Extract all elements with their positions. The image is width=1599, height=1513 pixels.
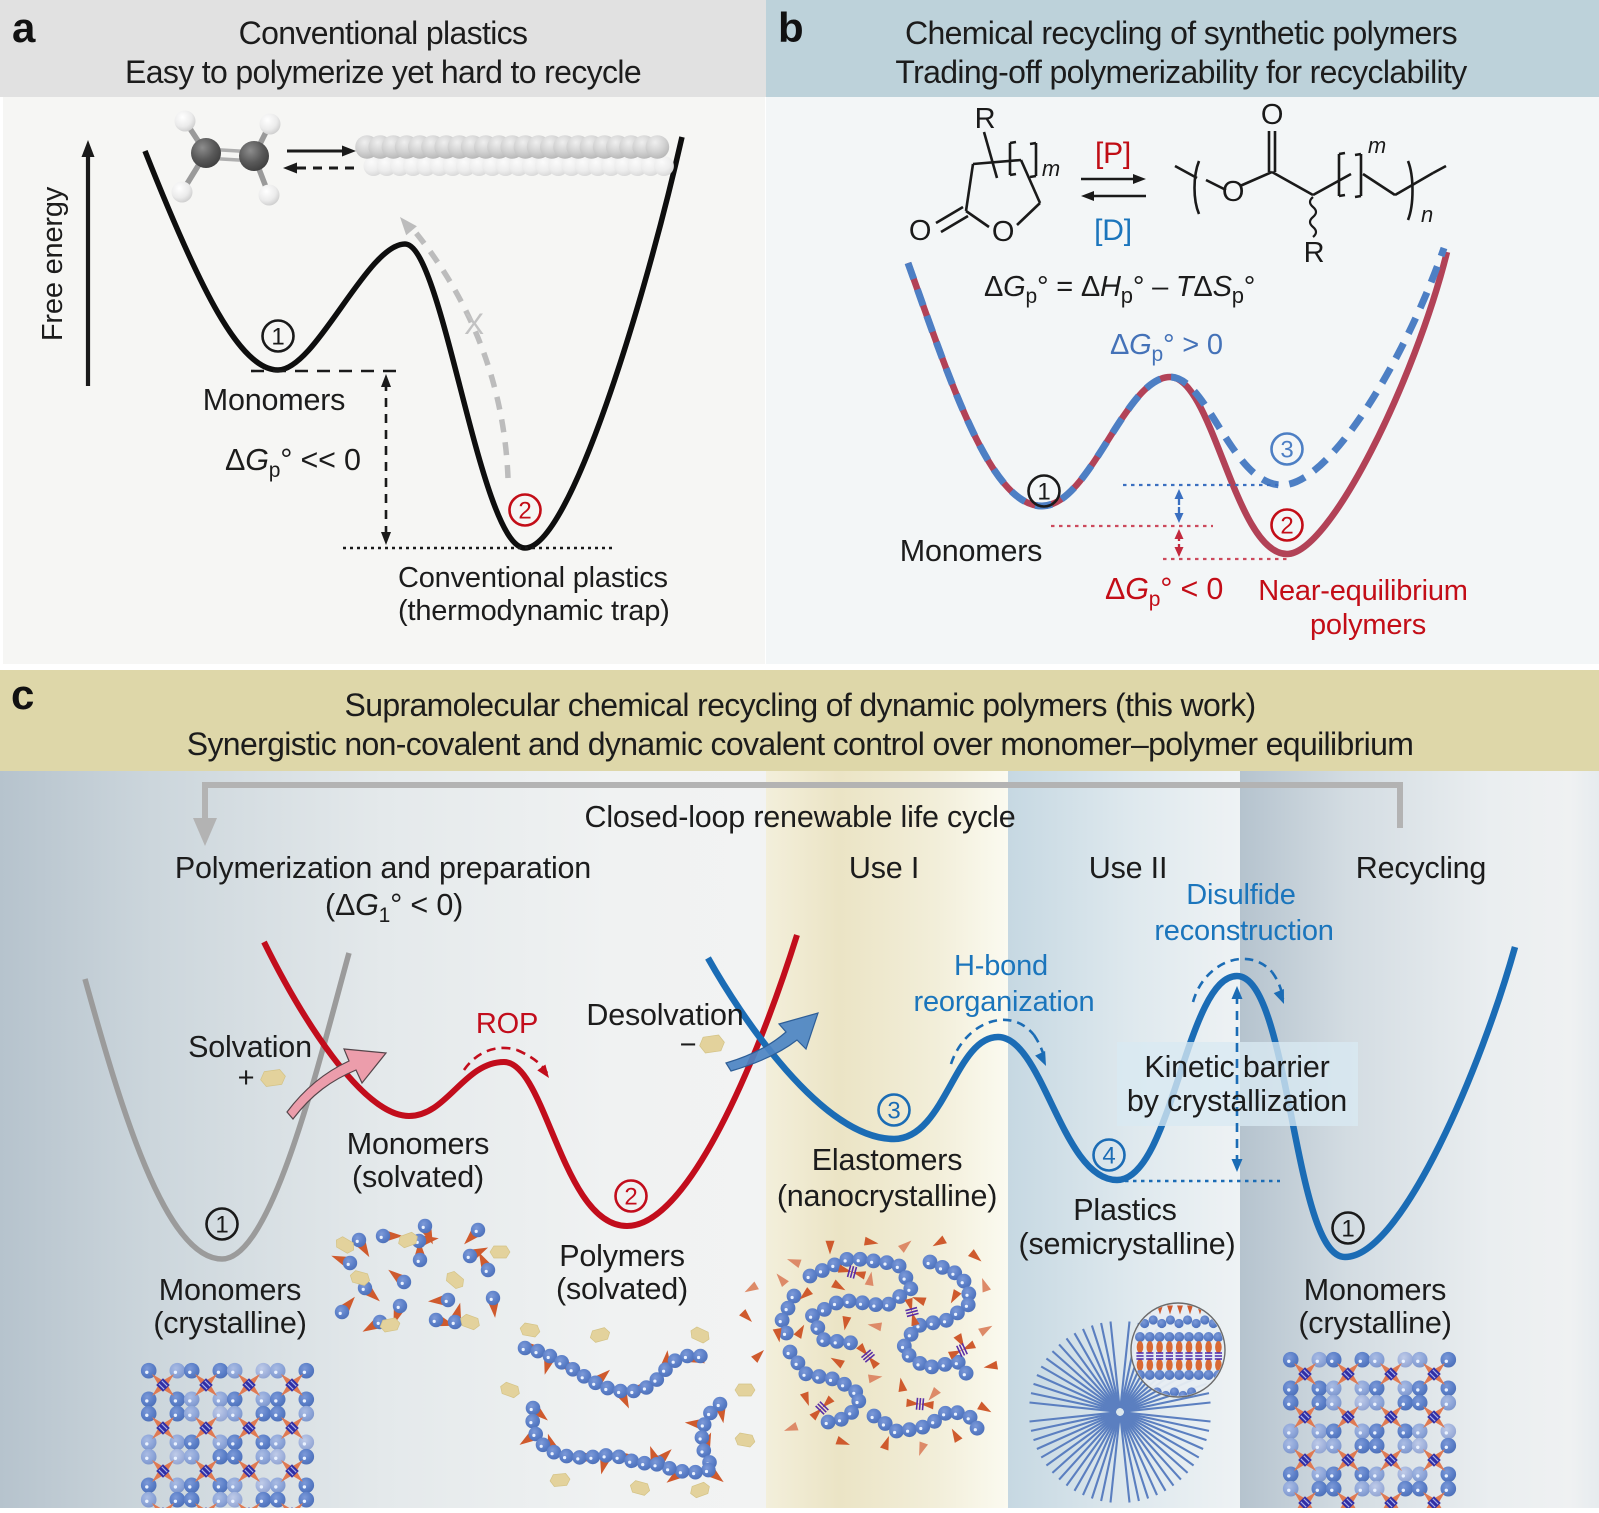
svg-text:Free energy: Free energy (37, 186, 69, 341)
svg-text:Conventional plastics: Conventional plastics (239, 15, 528, 51)
svg-text:Solvation: Solvation (188, 1030, 312, 1064)
svg-text:ΔGp° << 0: ΔGp° << 0 (225, 443, 361, 482)
svg-text:reconstruction: reconstruction (1154, 915, 1333, 947)
svg-text:m: m (1042, 156, 1060, 181)
svg-text:1: 1 (1341, 1216, 1354, 1243)
svg-text:O: O (1261, 99, 1283, 131)
svg-text:3: 3 (887, 1098, 900, 1125)
svg-text:1: 1 (271, 324, 284, 351)
svg-text:c: c (11, 671, 34, 718)
svg-text:Monomers: Monomers (900, 534, 1042, 568)
svg-text:(solvated): (solvated) (556, 1272, 688, 1306)
svg-text:Monomers: Monomers (203, 383, 345, 417)
svg-text:Use II: Use II (1089, 851, 1167, 885)
svg-text:(thermodynamic trap): (thermodynamic trap) (398, 595, 670, 627)
svg-text:Polymerization and preparation: Polymerization and preparation (175, 851, 591, 885)
svg-text:3: 3 (1280, 437, 1293, 464)
svg-text:[D]: [D] (1094, 214, 1132, 247)
svg-text:R: R (1304, 237, 1325, 269)
svg-text:2: 2 (1280, 513, 1293, 540)
svg-text:by crystallization: by crystallization (1127, 1084, 1347, 1118)
svg-text:Closed-loop renewable life cyc: Closed-loop renewable life cycle (585, 800, 1016, 834)
svg-text:4: 4 (1102, 1143, 1115, 1170)
svg-text:Monomers: Monomers (347, 1127, 489, 1161)
svg-text:Recycling: Recycling (1356, 851, 1486, 885)
svg-text:−: − (680, 1029, 697, 1061)
svg-text:Kinetic barrier: Kinetic barrier (1144, 1050, 1329, 1084)
svg-text:Trading-off polymerizability f: Trading-off polymerizability for recycla… (895, 54, 1467, 90)
svg-text:m: m (1368, 133, 1386, 158)
svg-text:(nanocrystalline): (nanocrystalline) (777, 1179, 997, 1213)
svg-text:(crystalline): (crystalline) (1298, 1306, 1451, 1340)
svg-text:Elastomers: Elastomers (812, 1143, 963, 1177)
svg-text:Supramolecular chemical recycl: Supramolecular chemical recycling of dyn… (345, 687, 1256, 723)
svg-text:Desolvation: Desolvation (586, 998, 743, 1032)
svg-text:R: R (975, 103, 996, 135)
svg-text:Synergistic non-covalent and d: Synergistic non-covalent and dynamic cov… (187, 726, 1414, 762)
svg-text:O: O (992, 216, 1014, 248)
svg-text:O: O (1222, 176, 1244, 208)
svg-text:b: b (778, 4, 803, 51)
svg-text:1: 1 (1037, 479, 1050, 506)
svg-text:Conventional plastics: Conventional plastics (398, 562, 668, 594)
svg-text:(semicrystalline): (semicrystalline) (1019, 1227, 1236, 1261)
svg-text:Plastics: Plastics (1073, 1193, 1176, 1227)
svg-text:(solvated): (solvated) (352, 1160, 484, 1194)
svg-text:ΔGp° > 0: ΔGp° > 0 (1110, 329, 1223, 366)
svg-text:2: 2 (624, 1184, 637, 1211)
svg-text:1: 1 (215, 1212, 228, 1239)
svg-text:n: n (1421, 202, 1433, 227)
svg-text:Easy to polymerize yet hard to: Easy to polymerize yet hard to recycle (125, 54, 641, 90)
svg-text:Near-equilibrium: Near-equilibrium (1258, 575, 1468, 607)
svg-text:+: + (238, 1062, 255, 1094)
svg-text:Disulfide: Disulfide (1186, 879, 1295, 911)
svg-text:Monomers: Monomers (1304, 1273, 1446, 1307)
svg-text:Monomers: Monomers (159, 1273, 301, 1307)
svg-text:reorganization: reorganization (914, 986, 1095, 1018)
svg-text:ROP: ROP (476, 1008, 538, 1040)
svg-text:Polymers: Polymers (559, 1239, 685, 1273)
svg-text:X: X (464, 308, 484, 341)
svg-text:ΔGp° < 0: ΔGp° < 0 (1105, 572, 1223, 611)
svg-text:a: a (12, 4, 36, 51)
svg-text:Use I: Use I (849, 851, 919, 885)
svg-text:2: 2 (518, 498, 531, 525)
svg-text:(crystalline): (crystalline) (153, 1306, 306, 1340)
svg-text:ΔGp° = ΔHp° – TΔSp°: ΔGp° = ΔHp° – TΔSp° (984, 271, 1255, 308)
svg-text:Chemical recycling of syntheti: Chemical recycling of synthetic polymers (905, 15, 1457, 51)
svg-text:[P]: [P] (1095, 137, 1131, 170)
svg-text:polymers: polymers (1310, 609, 1426, 641)
svg-text:(ΔG1° < 0): (ΔG1° < 0) (325, 888, 463, 927)
svg-text:H-bond: H-bond (954, 950, 1048, 982)
svg-text:O: O (909, 215, 931, 247)
